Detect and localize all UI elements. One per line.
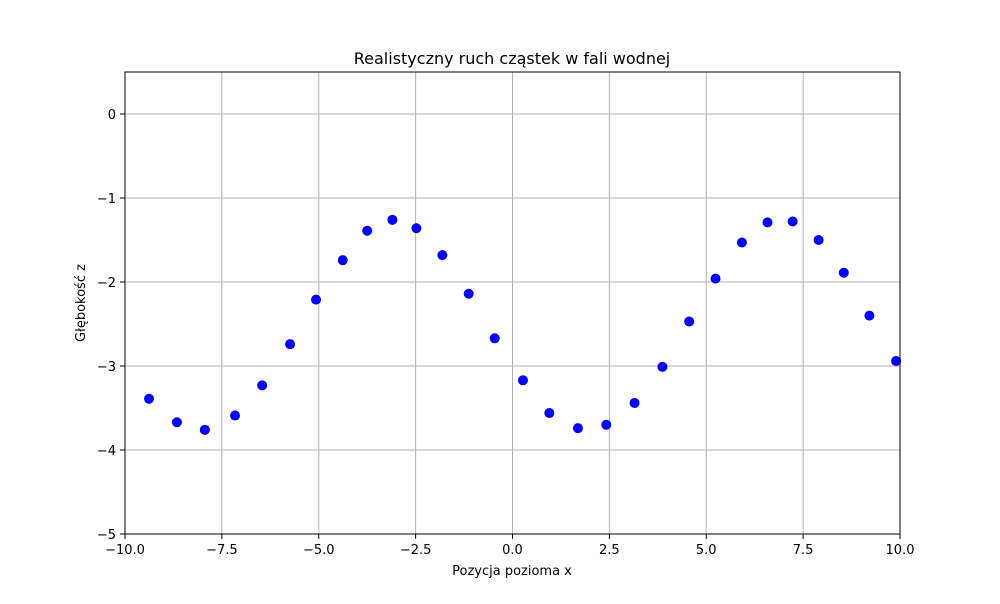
x-tick-label: 10.0 <box>886 543 915 558</box>
x-tick-label: −7.5 <box>206 543 238 558</box>
data-point <box>387 214 398 225</box>
data-point <box>813 235 824 245</box>
data-point <box>337 255 348 266</box>
x-tick-label: −2.5 <box>400 543 432 558</box>
data-point <box>787 216 798 227</box>
x-tick-label: 2.5 <box>599 543 620 558</box>
data-point <box>311 294 322 305</box>
data-point <box>171 417 182 428</box>
data-point <box>544 408 555 419</box>
data-point <box>629 397 640 408</box>
data-point <box>838 267 849 278</box>
data-point <box>657 361 668 372</box>
y-tick-label: −3 <box>97 360 116 375</box>
data-point <box>762 217 773 228</box>
data-point <box>411 223 422 234</box>
data-point <box>489 333 500 344</box>
grid-lines <box>124 72 901 535</box>
y-tick-label: −4 <box>97 444 116 459</box>
data-point <box>891 355 902 366</box>
x-axis-ticks: −10.0 −7.5 −5.0 −2.5 0.0 2.5 5.0 7.5 10.0 <box>105 534 914 558</box>
data-point <box>684 316 695 327</box>
data-points <box>144 214 902 435</box>
x-tick-label: −5.0 <box>303 543 335 558</box>
x-tick-label: 0.0 <box>502 543 523 558</box>
data-point <box>362 225 373 236</box>
data-point <box>257 380 268 391</box>
y-axis-label: Głębokość z <box>74 264 89 342</box>
x-tick-label: −10.0 <box>105 543 145 558</box>
data-point <box>864 310 875 321</box>
data-point <box>144 393 155 404</box>
data-point <box>285 339 296 350</box>
y-tick-label: −5 <box>97 528 116 543</box>
y-tick-label: 0 <box>108 108 116 123</box>
data-point <box>601 419 612 430</box>
data-point <box>710 273 721 284</box>
y-axis-ticks: 0 −1 −2 −3 −4 −5 <box>97 108 125 543</box>
data-point <box>572 423 583 434</box>
chart-title: Realistyczny ruch cząstek w fali wodnej <box>354 49 671 68</box>
data-point <box>517 375 528 386</box>
data-point <box>230 410 241 421</box>
data-point <box>437 250 448 261</box>
data-point <box>736 237 747 248</box>
y-tick-label: −1 <box>97 192 116 207</box>
data-point <box>199 424 210 435</box>
x-tick-label: 5.0 <box>696 543 717 558</box>
y-tick-label: −2 <box>97 276 116 291</box>
x-axis-label: Pozycja pozioma x <box>452 564 572 579</box>
x-tick-label: 7.5 <box>793 543 814 558</box>
data-point <box>463 288 474 299</box>
